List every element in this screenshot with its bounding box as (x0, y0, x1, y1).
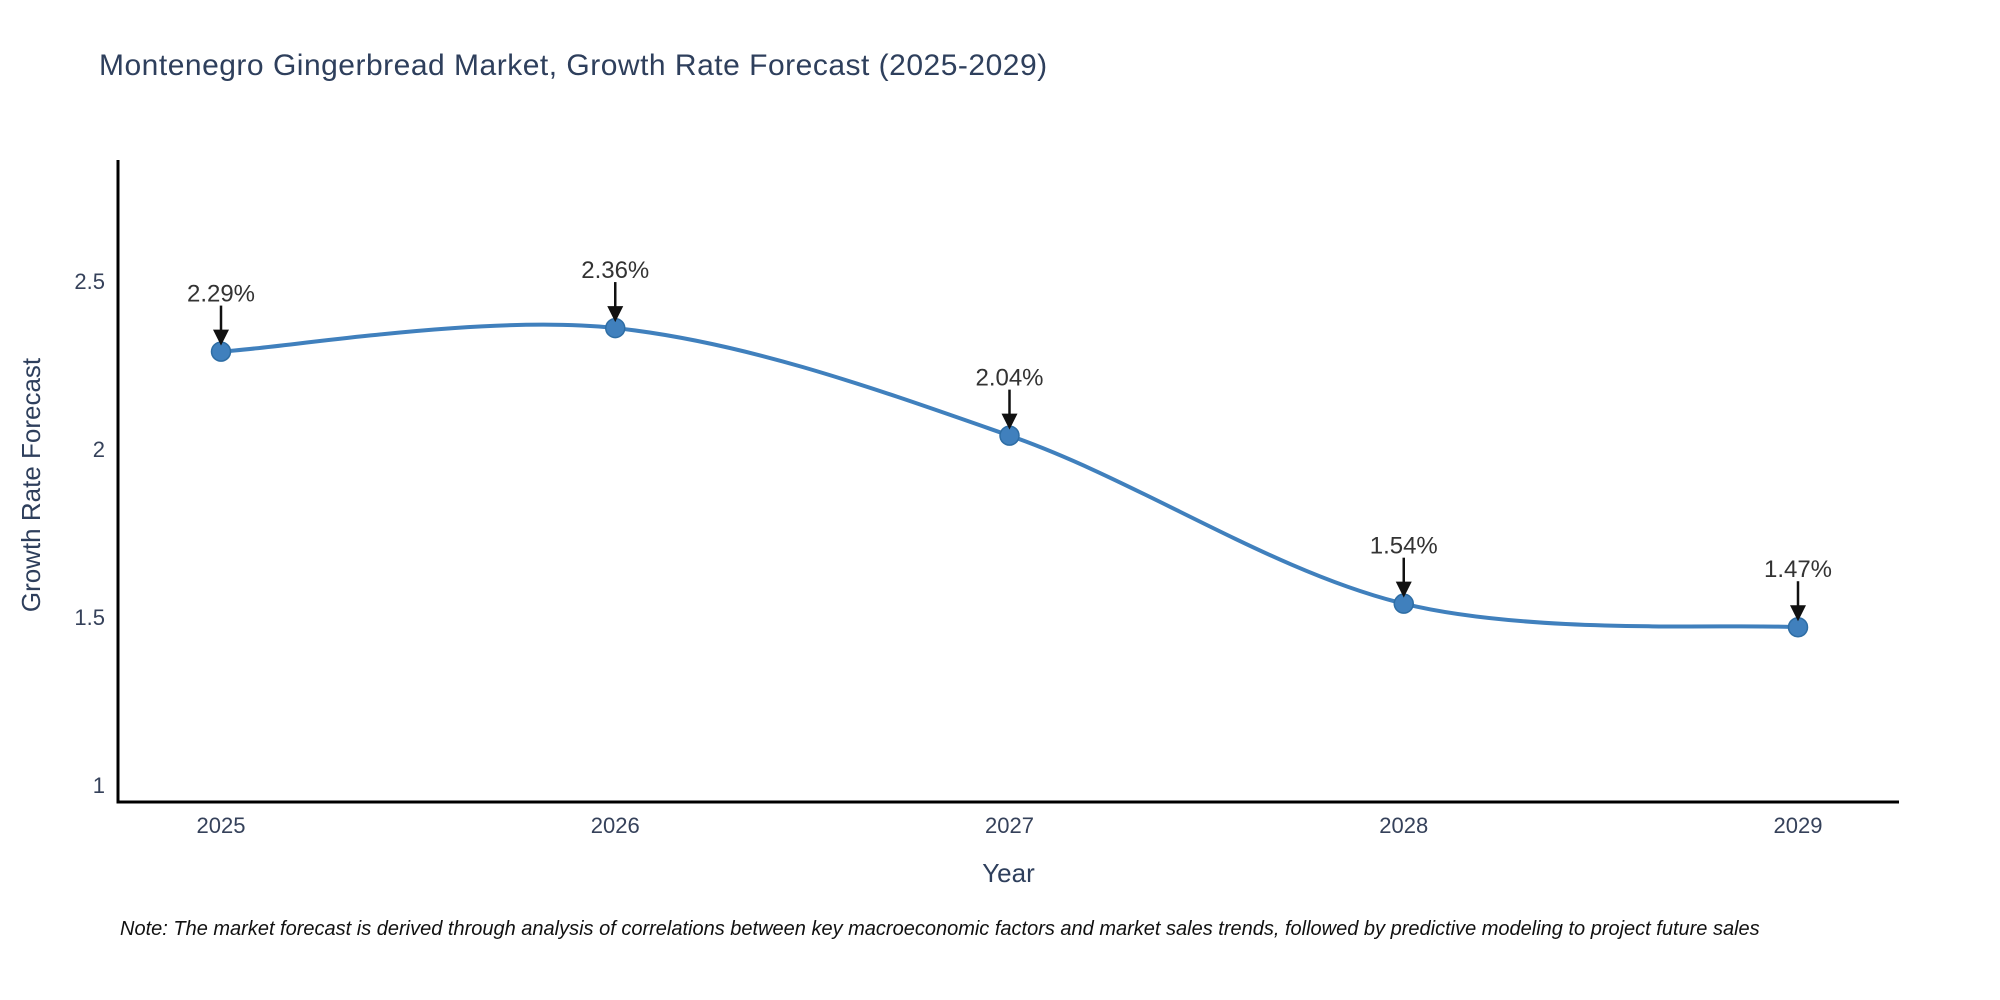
chart-title: Montenegro Gingerbread Market, Growth Ra… (99, 49, 1048, 82)
data-point-label: 2.36% (581, 257, 649, 284)
y-tick-label: 1 (93, 773, 105, 798)
annotation-arrowhead-icon (1395, 581, 1412, 598)
annotation-arrowhead-icon (213, 329, 229, 346)
x-tick-label: 2029 (1774, 813, 1823, 838)
annotation-arrowhead-icon (607, 306, 624, 323)
data-point-label: 1.47% (1764, 556, 1832, 583)
annotation-arrowhead-icon (1001, 413, 1018, 430)
annotation-arrowhead-icon (1790, 605, 1806, 622)
data-point-label: 2.29% (187, 281, 255, 308)
x-tick-label: 2026 (591, 813, 640, 838)
x-axis-title: Year (982, 858, 1035, 888)
data-point-label: 2.04% (975, 365, 1043, 392)
y-tick-label: 1.5 (74, 605, 105, 630)
footnote: Note: The market forecast is derived thr… (120, 918, 1760, 940)
x-tick-label: 2028 (1379, 813, 1428, 838)
x-tick-label: 2027 (985, 813, 1034, 838)
y-axis-title: Growth Rate Forecast (16, 357, 46, 612)
x-tick-label: 2025 (197, 813, 246, 838)
y-tick-label: 2.5 (74, 269, 105, 294)
y-tick-label: 2 (93, 437, 105, 462)
data-point-label: 1.54% (1370, 533, 1438, 560)
